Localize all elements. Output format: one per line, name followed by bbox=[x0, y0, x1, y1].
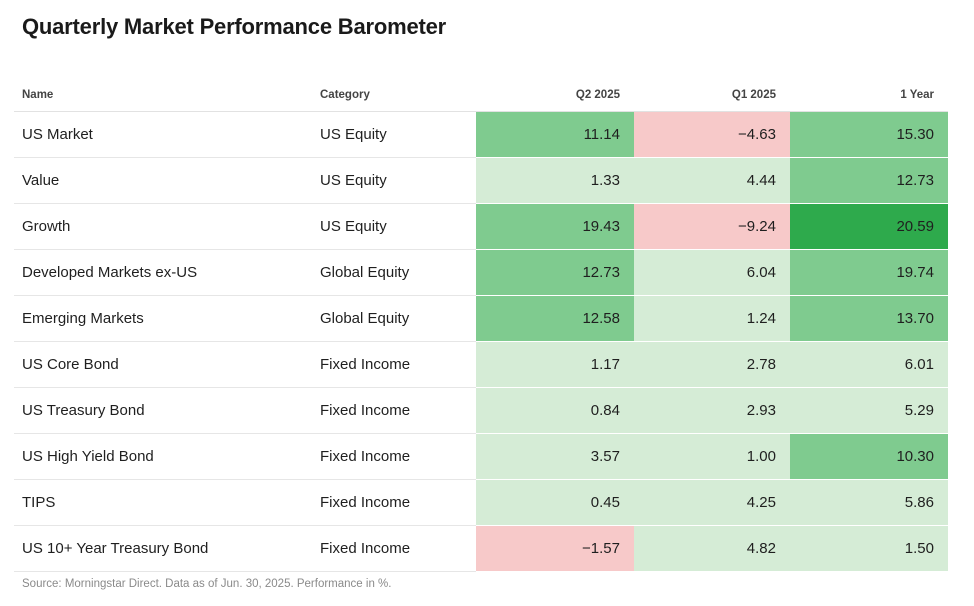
table-row: Emerging Markets Global Equity 12.58 1.24 13… bbox=[14, 295, 948, 342]
cell-q2-2025: −1.57 bbox=[476, 525, 634, 572]
performance-table: Name Category Q2 2025 Q1 2025 1 Year US … bbox=[14, 78, 948, 572]
cell-1-year: 20.59 bbox=[790, 203, 948, 250]
header-row: Name Category Q2 2025 Q1 2025 1 Year bbox=[14, 78, 948, 112]
cell-q2-2025: 3.57 bbox=[476, 433, 634, 480]
cell-name: TIPS bbox=[14, 479, 312, 526]
cell-q1-2025: 1.00 bbox=[634, 433, 790, 480]
cell-q2-2025: 0.45 bbox=[476, 479, 634, 526]
column-header-name: Name bbox=[14, 78, 312, 112]
table-body: US Market US Equity 11.14 −4.63 15.30 Value US… bbox=[14, 111, 948, 572]
cell-1-year: 19.74 bbox=[790, 249, 948, 296]
cell-category: Fixed Income bbox=[312, 433, 476, 480]
table-row: Value US Equity 1.33 4.44 12.73 bbox=[14, 157, 948, 204]
column-header-q2-2025: Q2 2025 bbox=[476, 78, 634, 112]
cell-q1-2025: 1.24 bbox=[634, 295, 790, 342]
cell-1-year: 10.30 bbox=[790, 433, 948, 480]
table-row: Developed Markets ex-US Global Equity 12.7… bbox=[14, 249, 948, 296]
cell-category: US Equity bbox=[312, 157, 476, 204]
cell-name: US Core Bond bbox=[14, 341, 312, 388]
cell-q2-2025: 11.14 bbox=[476, 111, 634, 158]
cell-1-year: 5.86 bbox=[790, 479, 948, 526]
cell-category: Fixed Income bbox=[312, 387, 476, 434]
cell-name: US 10+ Year Treasury Bond bbox=[14, 525, 312, 572]
table-row: US Market US Equity 11.14 −4.63 15.30 bbox=[14, 111, 948, 158]
table-row: TIPS Fixed Income 0.45 4.25 5.86 bbox=[14, 479, 948, 526]
cell-name: Growth bbox=[14, 203, 312, 250]
cell-q2-2025: 12.58 bbox=[476, 295, 634, 342]
cell-1-year: 6.01 bbox=[790, 341, 948, 388]
cell-q2-2025: 1.17 bbox=[476, 341, 634, 388]
cell-q1-2025: 6.04 bbox=[634, 249, 790, 296]
column-header-q1-2025: Q1 2025 bbox=[634, 78, 790, 112]
cell-q2-2025: 0.84 bbox=[476, 387, 634, 434]
cell-1-year: 13.70 bbox=[790, 295, 948, 342]
table-row: US High Yield Bond Fixed Income 3.57 1.00 10… bbox=[14, 433, 948, 480]
cell-q1-2025: −4.63 bbox=[634, 111, 790, 158]
source-note: Source: Morningstar Direct. Data as of J… bbox=[22, 578, 392, 590]
cell-category: US Equity bbox=[312, 203, 476, 250]
cell-name: Emerging Markets bbox=[14, 295, 312, 342]
table-row: Growth US Equity 19.43 −9.24 20.59 bbox=[14, 203, 948, 250]
cell-q2-2025: 19.43 bbox=[476, 203, 634, 250]
cell-name: US High Yield Bond bbox=[14, 433, 312, 480]
cell-q1-2025: 4.82 bbox=[634, 525, 790, 572]
cell-q2-2025: 1.33 bbox=[476, 157, 634, 204]
cell-name: US Market bbox=[14, 111, 312, 158]
cell-category: Global Equity bbox=[312, 295, 476, 342]
cell-1-year: 5.29 bbox=[790, 387, 948, 434]
cell-q1-2025: −9.24 bbox=[634, 203, 790, 250]
column-header-1-year: 1 Year bbox=[790, 78, 948, 112]
cell-q1-2025: 4.44 bbox=[634, 157, 790, 204]
cell-1-year: 15.30 bbox=[790, 111, 948, 158]
cell-1-year: 12.73 bbox=[790, 157, 948, 204]
cell-q2-2025: 12.73 bbox=[476, 249, 634, 296]
cell-q1-2025: 2.93 bbox=[634, 387, 790, 434]
cell-q1-2025: 2.78 bbox=[634, 341, 790, 388]
cell-category: Fixed Income bbox=[312, 525, 476, 572]
cell-name: Developed Markets ex-US bbox=[14, 249, 312, 296]
table-row: US 10+ Year Treasury Bond Fixed Income −1.… bbox=[14, 525, 948, 572]
chart-title: Quarterly Market Performance Barometer bbox=[22, 14, 447, 39]
cell-category: Global Equity bbox=[312, 249, 476, 296]
table-row: US Treasury Bond Fixed Income 0.84 2.93 5.29 bbox=[14, 387, 948, 434]
cell-category: Fixed Income bbox=[312, 341, 476, 388]
cell-category: Fixed Income bbox=[312, 479, 476, 526]
cell-name: Value bbox=[14, 157, 312, 204]
cell-1-year: 1.50 bbox=[790, 525, 948, 572]
cell-category: US Equity bbox=[312, 111, 476, 158]
cell-q1-2025: 4.25 bbox=[634, 479, 790, 526]
cell-name: US Treasury Bond bbox=[14, 387, 312, 434]
column-header-category: Category bbox=[312, 78, 476, 112]
table-row: US Core Bond Fixed Income 1.17 2.78 6.01 bbox=[14, 341, 948, 388]
